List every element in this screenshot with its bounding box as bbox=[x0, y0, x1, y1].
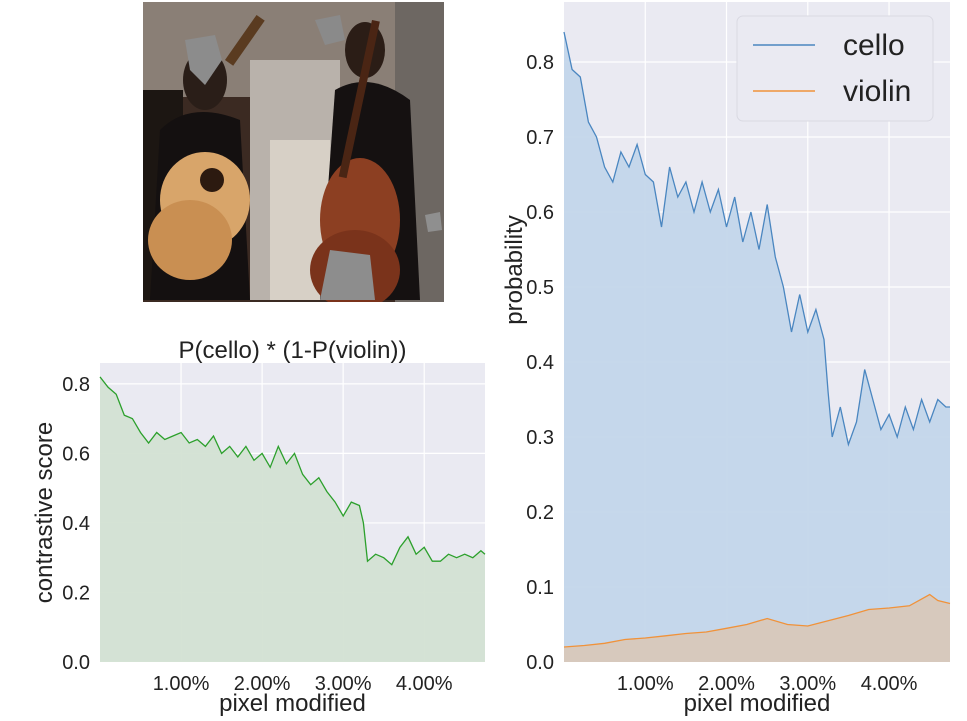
series-area-cello bbox=[564, 32, 950, 662]
series-area-violin bbox=[564, 594, 950, 662]
series-area-0 bbox=[100, 376, 485, 662]
x-tick-label: 3.00% bbox=[315, 673, 372, 695]
x-tick-label: 2.00% bbox=[234, 673, 291, 695]
x-tick-label: 4.00% bbox=[861, 673, 918, 695]
y-tick-label: 0.6 bbox=[526, 202, 554, 224]
y-axis-label: contrastive score bbox=[31, 422, 58, 603]
y-tick-label: 0.2 bbox=[526, 502, 554, 524]
y-tick-label: 0.4 bbox=[526, 352, 554, 374]
y-tick-label: 0.6 bbox=[62, 443, 90, 465]
y-tick-label: 0.1 bbox=[526, 577, 554, 599]
legend-label-violin: violin bbox=[843, 75, 911, 108]
contrastive-score-chart: 0.0 0.2 0.4 0.6 0.8 1.00% 2.00% 3.00% 4.00% pixel… bbox=[31, 337, 486, 717]
input-photo bbox=[143, 2, 444, 302]
probability-chart: 0.0 0.1 0.2 0.3 0.4 0.5 0.6 0.7 0.8 1.00% 2.00% 3.0… bbox=[501, 2, 951, 717]
y-tick-label: 0.0 bbox=[62, 652, 90, 674]
y-tick-label: 0.8 bbox=[62, 374, 90, 396]
series-line-0 bbox=[99, 376, 486, 566]
x-tick-label: 2.00% bbox=[698, 673, 755, 695]
x-tick-label: 1.00% bbox=[617, 673, 674, 695]
y-tick-label: 0.0 bbox=[526, 652, 554, 674]
x-axis-label: pixel modified bbox=[684, 690, 831, 717]
x-tick-label: 3.00% bbox=[779, 673, 836, 695]
legend-box bbox=[736, 15, 934, 122]
series-line-violin bbox=[563, 593, 951, 648]
y-tick-label: 0.4 bbox=[62, 513, 90, 535]
y-tick-label: 0.8 bbox=[526, 52, 554, 74]
legend-label-cello: cello bbox=[843, 29, 905, 62]
y-tick-label: 0.7 bbox=[526, 127, 554, 149]
y-tick-label: 0.5 bbox=[526, 277, 554, 299]
x-tick-label: 4.00% bbox=[396, 673, 453, 695]
y-tick-label: 0.3 bbox=[526, 427, 554, 449]
chart-title: P(cello) * (1-P(violin)) bbox=[178, 337, 406, 364]
y-tick-label: 0.2 bbox=[62, 582, 90, 604]
legend: cello violin bbox=[736, 15, 934, 122]
x-axis-label: pixel modified bbox=[219, 690, 366, 717]
y-axis-label: probability bbox=[501, 215, 528, 324]
series-line-cello bbox=[563, 31, 950, 447]
x-tick-label: 1.00% bbox=[153, 673, 210, 695]
